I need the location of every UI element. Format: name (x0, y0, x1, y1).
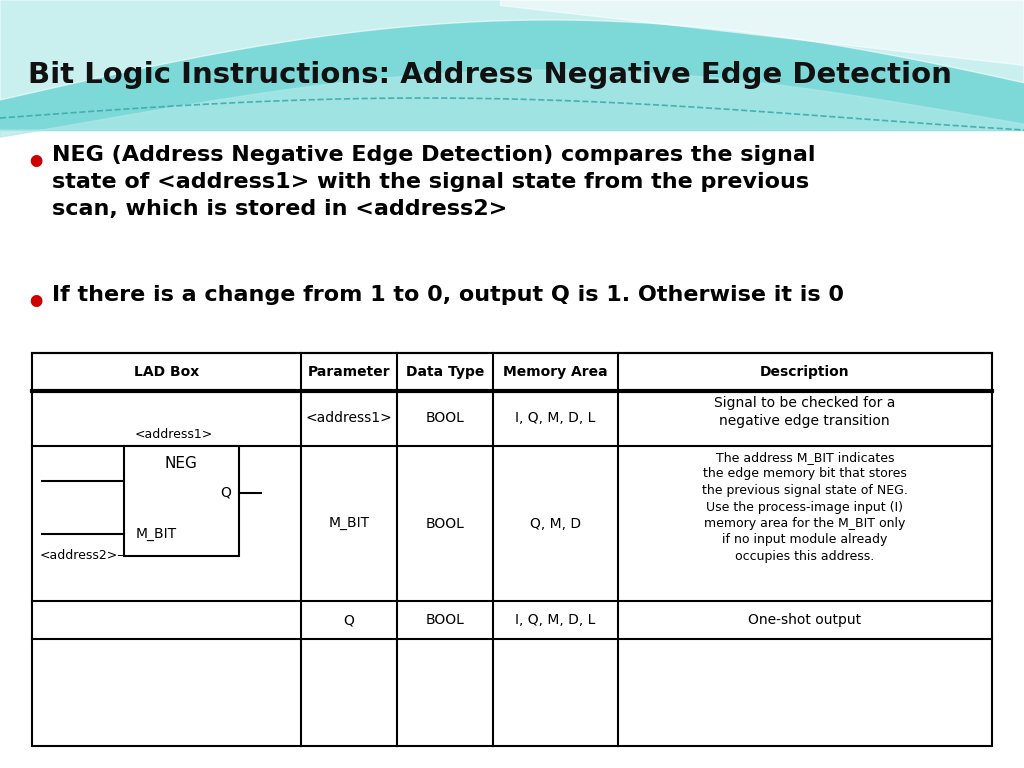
Text: I, Q, M, D, L: I, Q, M, D, L (515, 412, 595, 425)
Text: I, Q, M, D, L: I, Q, M, D, L (515, 613, 595, 627)
Text: Q, M, D: Q, M, D (529, 517, 581, 531)
Text: BOOL: BOOL (425, 517, 464, 531)
Text: BOOL: BOOL (425, 412, 464, 425)
Text: M_BIT: M_BIT (329, 517, 370, 531)
Text: <address2>–: <address2>– (40, 549, 125, 562)
Text: Memory Area: Memory Area (503, 365, 607, 379)
Text: •: • (25, 288, 46, 321)
Text: Bit Logic Instructions: Address Negative Edge Detection: Bit Logic Instructions: Address Negative… (28, 61, 952, 89)
Text: The address M_BIT indicates
the edge memory bit that stores
the previous signal : The address M_BIT indicates the edge mem… (701, 451, 907, 563)
Text: If there is a change from 1 to 0, output Q is 1. Otherwise it is 0: If there is a change from 1 to 0, output… (52, 285, 844, 305)
Text: Signal to be checked for a
negative edge transition: Signal to be checked for a negative edge… (714, 396, 895, 428)
Text: Q: Q (343, 613, 354, 627)
Text: One-shot output: One-shot output (749, 613, 861, 627)
Text: Data Type: Data Type (406, 365, 484, 379)
Text: Parameter: Parameter (307, 365, 390, 379)
Text: NEG: NEG (165, 456, 198, 472)
Text: BOOL: BOOL (425, 613, 464, 627)
Bar (32, 353, 992, 746)
Text: LAD Box: LAD Box (134, 365, 199, 379)
Text: M_BIT: M_BIT (136, 527, 177, 541)
Text: Description: Description (760, 365, 850, 379)
Text: Q: Q (220, 486, 230, 500)
Text: <address1>: <address1> (134, 428, 213, 441)
Bar (124, 446, 239, 556)
Text: NEG (Address Negative Edge Detection) compares the signal
state of <address1> wi: NEG (Address Negative Edge Detection) co… (52, 145, 815, 220)
Text: <address1>: <address1> (305, 412, 392, 425)
Text: •: • (25, 148, 46, 181)
